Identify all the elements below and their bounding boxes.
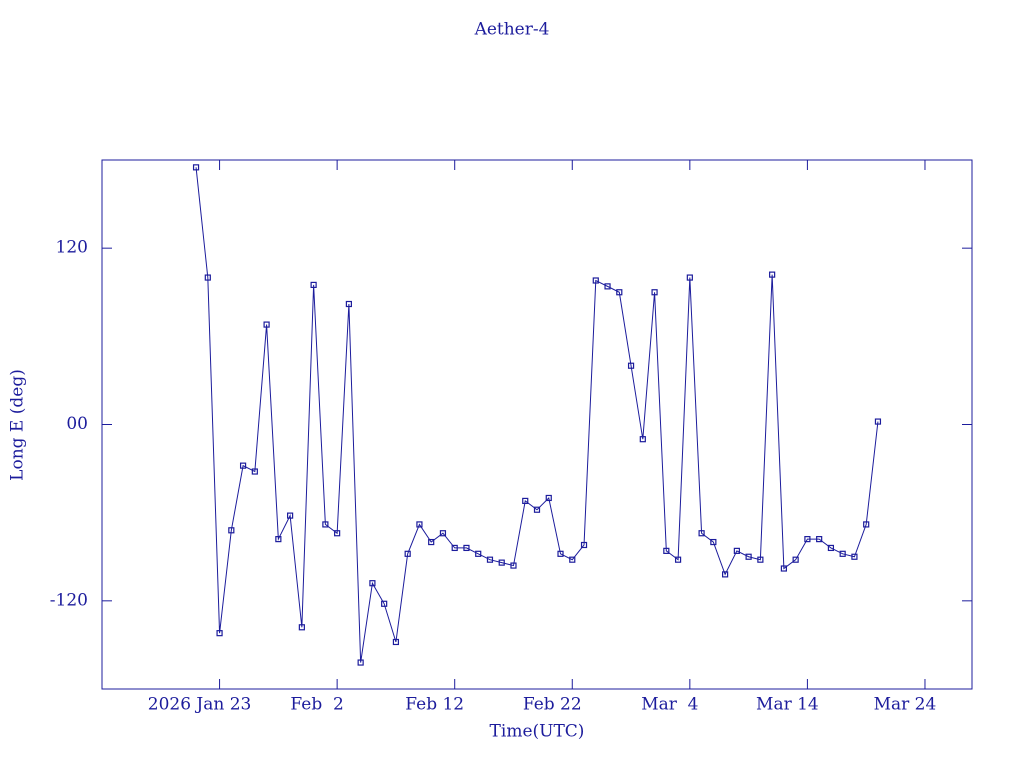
y-axis-label: Long E (deg) xyxy=(8,369,28,481)
data-point xyxy=(228,527,235,534)
data-point xyxy=(604,283,611,290)
data-point xyxy=(674,556,682,563)
data-point xyxy=(804,536,811,543)
data-point xyxy=(416,521,423,528)
data-point xyxy=(698,530,705,537)
chart-title: Aether-4 xyxy=(474,20,550,40)
data-line xyxy=(195,167,879,663)
data-point xyxy=(287,512,294,519)
data-point xyxy=(475,550,482,557)
data-point xyxy=(557,550,564,557)
data-point xyxy=(710,538,717,546)
data-point xyxy=(592,277,599,284)
x-tick-label: Mar 14 xyxy=(756,695,819,715)
data-point xyxy=(663,547,670,554)
x-tick-label: Feb 2 xyxy=(290,695,343,715)
x-tick-label: Feb 12 xyxy=(405,695,464,715)
data-point xyxy=(322,521,329,528)
y-tick-label: 00 xyxy=(66,414,88,434)
data-point xyxy=(192,164,200,171)
data-point xyxy=(204,274,211,281)
x-tick-label: Feb 22 xyxy=(523,695,582,715)
data-point xyxy=(827,544,835,552)
data-point xyxy=(345,300,352,308)
data-point xyxy=(863,521,870,528)
data-point xyxy=(686,274,693,281)
data-point xyxy=(792,556,799,563)
y-tick-label: 120 xyxy=(56,238,88,258)
data-point xyxy=(463,544,470,552)
data-point xyxy=(616,289,623,296)
data-point xyxy=(722,571,729,578)
data-point xyxy=(498,559,505,566)
data-point xyxy=(486,556,494,563)
data-point xyxy=(533,506,541,513)
x-tick-label: 2026 Jan 23 xyxy=(148,695,252,715)
data-point xyxy=(263,321,270,328)
data-point xyxy=(745,553,752,560)
data-point xyxy=(428,538,435,546)
data-point xyxy=(298,624,305,631)
data-point xyxy=(392,638,400,646)
data-point xyxy=(851,553,858,560)
x-tick-label: Mar 24 xyxy=(874,695,937,715)
data-point xyxy=(334,530,341,537)
data-point xyxy=(651,289,658,296)
data-point xyxy=(439,530,447,537)
data-point xyxy=(580,541,588,549)
data-point xyxy=(839,550,846,557)
x-tick-label: Mar 4 xyxy=(641,695,698,715)
data-point xyxy=(239,462,247,469)
data-point xyxy=(451,544,458,552)
data-point xyxy=(816,536,823,543)
data-point xyxy=(627,362,635,369)
data-point xyxy=(310,281,317,289)
data-point xyxy=(639,436,646,443)
data-point xyxy=(780,565,787,572)
plot-area xyxy=(192,164,882,666)
plot-frame xyxy=(101,159,973,690)
data-point xyxy=(569,556,576,563)
data-point xyxy=(404,550,411,557)
data-point xyxy=(545,494,552,502)
data-point xyxy=(874,418,882,425)
x-axis-label: Time(UTC) xyxy=(490,722,585,742)
data-point xyxy=(757,556,764,563)
data-point xyxy=(369,580,376,587)
data-point xyxy=(510,562,517,569)
data-point xyxy=(251,468,258,475)
data-point xyxy=(733,547,740,554)
data-point xyxy=(275,536,282,543)
data-point xyxy=(381,600,388,607)
data-point xyxy=(216,630,223,637)
data-point xyxy=(357,659,364,666)
data-point xyxy=(522,497,529,505)
data-point xyxy=(769,271,776,278)
y-tick-label: -120 xyxy=(50,590,88,610)
